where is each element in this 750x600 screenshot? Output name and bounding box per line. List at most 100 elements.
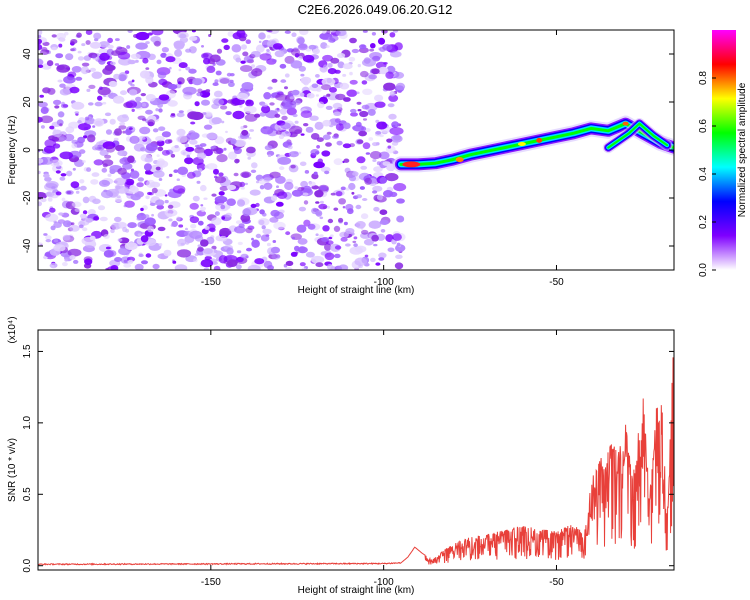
- noise-blob: [196, 152, 207, 160]
- noise-blob: [199, 143, 207, 147]
- noise-blob: [46, 60, 54, 67]
- noise-blob: [53, 244, 66, 252]
- noise-blob: [251, 68, 263, 77]
- noise-blob: [161, 149, 170, 156]
- noise-blob: [247, 264, 261, 270]
- noise-blob: [355, 245, 367, 253]
- noise-blob: [215, 70, 222, 76]
- noise-blob: [178, 62, 188, 69]
- noise-blob: [233, 54, 241, 61]
- noise-blob: [147, 53, 156, 60]
- noise-blob: [290, 251, 298, 257]
- noise-blob: [325, 45, 330, 48]
- noise-blob: [275, 93, 288, 101]
- noise-blob: [249, 189, 261, 196]
- noise-blob: [335, 30, 347, 37]
- noise-blob: [285, 231, 291, 236]
- noise-blob: [61, 197, 66, 202]
- noise-blob: [84, 116, 90, 121]
- noise-blob: [110, 228, 115, 234]
- noise-blob: [101, 190, 114, 199]
- noise-blob: [244, 182, 248, 186]
- noise-blob: [288, 151, 299, 158]
- noise-blob: [123, 259, 128, 263]
- noise-blob: [156, 139, 165, 147]
- noise-blob: [108, 80, 118, 88]
- noise-blob: [278, 134, 285, 140]
- noise-blob: [246, 99, 252, 105]
- noise-blob: [115, 38, 120, 42]
- noise-blob: [145, 195, 150, 200]
- noise-blob: [348, 175, 357, 182]
- colorbar: 0.0 0.2 0.4 0.6 0.8 Normalized spectral ampl…: [698, 30, 748, 277]
- noise-blob: [158, 94, 170, 101]
- noise-blob: [53, 221, 62, 228]
- noise-blob: [200, 259, 214, 268]
- noise-blob: [211, 261, 218, 265]
- noise-blob: [190, 132, 200, 140]
- noise-blob: [343, 158, 350, 163]
- noise-blob: [375, 130, 382, 135]
- noise-blob: [337, 53, 346, 58]
- noise-blob: [274, 107, 281, 113]
- noise-blob: [378, 66, 389, 75]
- noise-blob: [205, 89, 211, 93]
- noise-blob: [206, 65, 216, 73]
- noise-blob: [129, 170, 140, 179]
- noise-blob: [287, 145, 293, 150]
- noise-blob: [245, 39, 251, 44]
- noise-blob: [241, 129, 249, 136]
- noise-blob: [165, 56, 176, 63]
- noise-blob: [362, 118, 368, 121]
- noise-blob: [44, 139, 57, 148]
- noise-blob: [335, 191, 343, 197]
- noise-blob: [387, 103, 395, 108]
- chart-title: C2E6.2026.049.06.20.G12: [298, 2, 453, 17]
- noise-blob: [38, 38, 42, 45]
- noise-blob: [51, 34, 57, 38]
- noise-blob: [82, 196, 90, 204]
- noise-blob: [117, 114, 130, 123]
- noise-blob: [84, 258, 93, 266]
- noise-blob: [65, 53, 74, 61]
- noise-blob: [342, 63, 353, 70]
- noise-blob: [83, 135, 88, 139]
- noise-blob: [220, 204, 226, 210]
- noise-blob: [206, 112, 212, 116]
- noise-blob: [339, 231, 349, 238]
- noise-blob: [97, 205, 106, 211]
- noise-blob: [156, 59, 162, 65]
- noise-blob: [298, 151, 302, 155]
- noise-blob: [140, 93, 146, 97]
- noise-blob: [203, 124, 213, 130]
- noise-blob: [197, 246, 204, 252]
- noise-blob: [151, 187, 158, 194]
- noise-blob: [67, 71, 77, 78]
- noise-blob: [284, 181, 294, 191]
- noise-blob: [45, 49, 50, 53]
- noise-blob: [308, 44, 317, 50]
- noise-blob: [98, 179, 111, 187]
- noise-blob: [139, 136, 146, 140]
- noise-blob: [54, 63, 60, 66]
- noise-blob: [236, 92, 249, 101]
- noise-blob: [240, 186, 245, 190]
- noise-blob: [369, 151, 382, 160]
- noise-blob: [186, 171, 196, 179]
- noise-blob: [284, 86, 288, 90]
- noise-blob: [374, 101, 386, 108]
- noise-blob: [267, 265, 274, 270]
- noise-blob: [363, 57, 371, 64]
- noise-blob: [166, 236, 170, 239]
- noise-blob: [206, 132, 218, 140]
- noise-blob: [201, 99, 210, 106]
- noise-blob: [111, 222, 121, 230]
- noise-blob: [94, 38, 99, 42]
- noise-blob: [75, 76, 83, 81]
- noise-blob: [332, 102, 343, 110]
- noise-blob: [385, 71, 394, 79]
- noise-blob: [140, 235, 149, 243]
- noise-blob: [176, 249, 192, 258]
- noise-blob: [267, 86, 273, 90]
- noise-blob: [212, 63, 216, 67]
